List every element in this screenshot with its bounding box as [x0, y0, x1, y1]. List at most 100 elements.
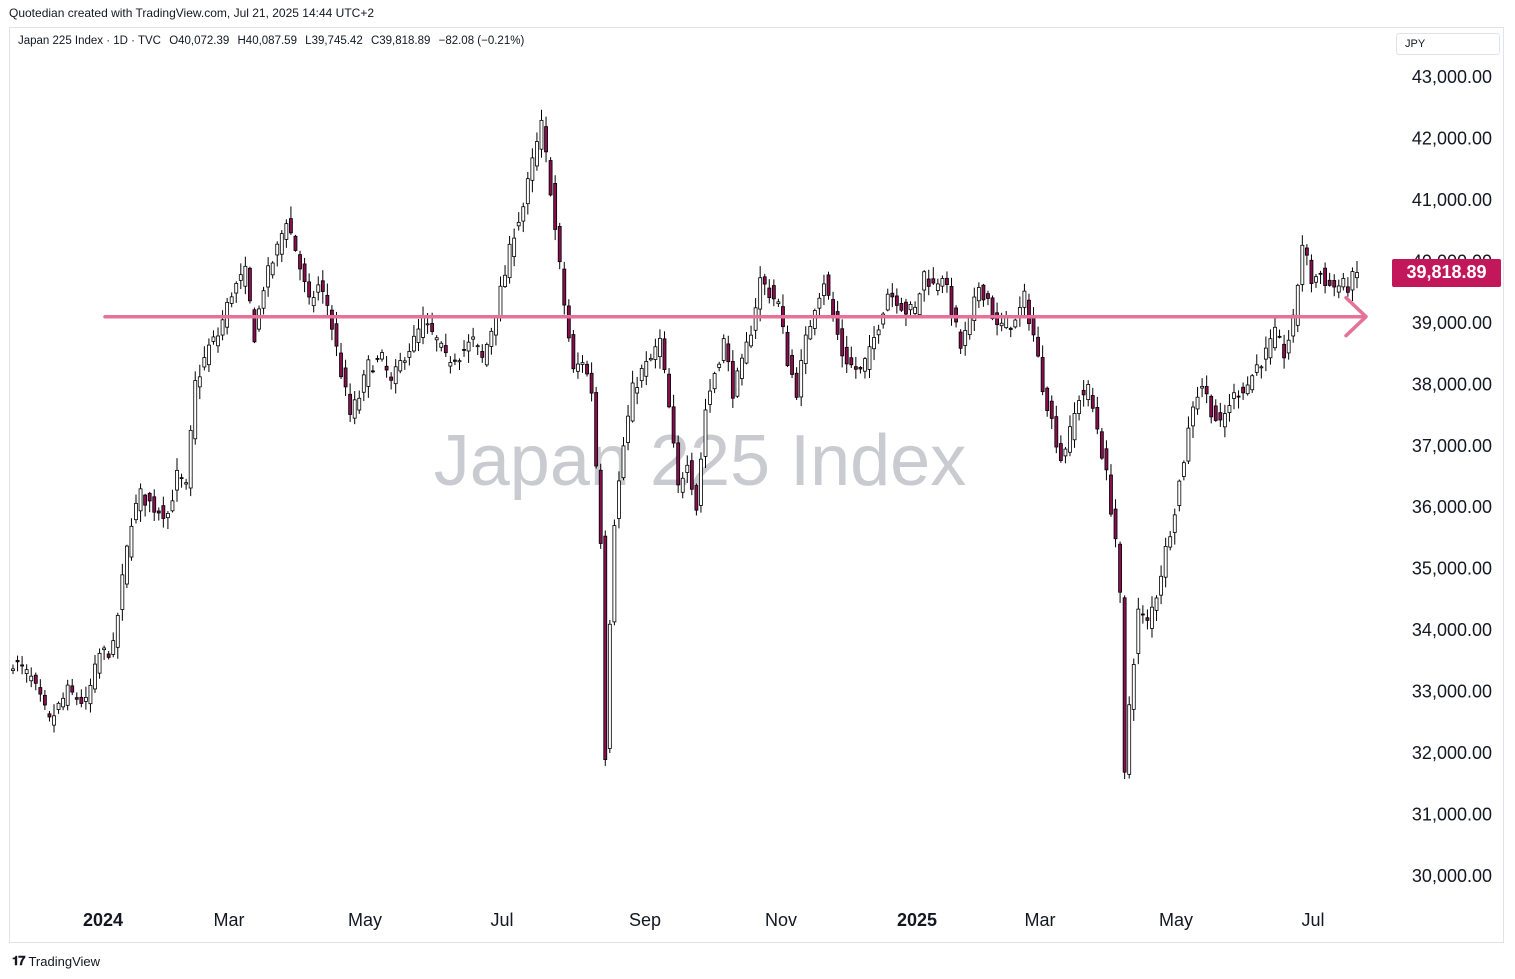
candle [134, 494, 138, 524]
y-tick-label: 35,000.00 [1412, 559, 1492, 579]
candle [1072, 402, 1077, 448]
candle [361, 369, 366, 402]
candle [1140, 605, 1145, 624]
candle [667, 368, 671, 409]
candle [320, 270, 325, 304]
tradingview-logo[interactable]: 𝟏𝟕 TradingView [12, 953, 100, 969]
candle [1068, 415, 1072, 457]
candle [106, 651, 111, 660]
candle [1113, 499, 1118, 548]
candle [598, 463, 603, 549]
candle [940, 275, 945, 294]
candlestick-series [11, 109, 1359, 779]
candle [931, 267, 936, 285]
candle [626, 405, 630, 451]
candle [1200, 378, 1204, 398]
candle [330, 305, 334, 341]
candle [1008, 326, 1013, 338]
candle [826, 271, 831, 300]
chart-caption: Quotedian created with TradingView.com, … [9, 6, 374, 20]
candle [289, 206, 293, 235]
tradingview-label: TradingView [28, 953, 101, 969]
candle [220, 310, 225, 341]
candle [416, 319, 421, 352]
candle [1222, 404, 1227, 438]
candle [1040, 345, 1045, 396]
candle [1336, 279, 1341, 299]
candle [1109, 464, 1113, 517]
legend-symbol[interactable]: Japan 225 Index · 1D · TVC [18, 35, 161, 47]
candle [1263, 336, 1268, 372]
candle [1154, 595, 1159, 622]
candle [822, 274, 826, 306]
candle [357, 390, 362, 414]
candle [484, 342, 489, 367]
candle [248, 266, 252, 304]
x-tick-label: Mar [214, 910, 245, 930]
candle [1013, 318, 1018, 329]
legend-high: H40,087.59 [237, 35, 297, 47]
x-tick-label: Mar [1025, 910, 1056, 930]
candle [393, 359, 398, 394]
candle [1131, 658, 1136, 721]
candle [156, 507, 161, 521]
y-tick-label: 42,000.00 [1412, 128, 1492, 148]
candle [949, 277, 954, 326]
candle [166, 510, 170, 530]
candle [781, 294, 785, 334]
y-tick-label: 37,000.00 [1412, 436, 1492, 456]
candle [699, 452, 703, 513]
candle [197, 364, 202, 400]
candle [234, 281, 239, 303]
candle [576, 352, 580, 379]
candle [74, 692, 79, 706]
candle [876, 324, 881, 344]
candle [1259, 364, 1264, 379]
candle [170, 489, 175, 513]
candle [1118, 541, 1122, 603]
candle [434, 335, 439, 352]
candle [926, 269, 931, 296]
last-price-label: 39,818.89 [1392, 258, 1501, 287]
candle [1286, 330, 1291, 360]
ray-arrow-icon [1344, 295, 1368, 338]
candle [1036, 326, 1040, 358]
candle [735, 367, 740, 398]
candle [1327, 272, 1332, 287]
x-tick-label: Jul [490, 910, 513, 930]
candle [703, 398, 708, 469]
candle [143, 493, 148, 517]
candle [316, 276, 321, 301]
candle [986, 290, 990, 306]
candle [1204, 375, 1209, 404]
ohlc-legend: Japan 225 Index · 1D · TVC O40,072.39 H4… [18, 35, 529, 47]
candle [516, 212, 521, 231]
candle [238, 263, 243, 290]
candle [1086, 380, 1091, 407]
candle [275, 241, 280, 267]
candle [890, 283, 895, 308]
candle [1172, 508, 1177, 545]
candle [97, 648, 102, 679]
candle [762, 273, 767, 296]
candle [229, 292, 234, 308]
candle [689, 452, 694, 496]
currency-selector[interactable]: JPY [1396, 33, 1500, 55]
candle [1241, 382, 1246, 400]
candle [644, 351, 649, 386]
candle [1236, 390, 1241, 409]
candle [407, 343, 412, 366]
candle [252, 307, 257, 344]
candle [24, 664, 29, 683]
time-axis[interactable]: 2024 Mar May Jul Sep Nov 2025 Mar May Jul [83, 910, 1325, 930]
candle [945, 271, 949, 293]
candle [972, 287, 977, 332]
candle [512, 228, 517, 267]
legend-open: O40,072.39 [169, 35, 230, 47]
candle [881, 311, 886, 329]
horizontal-ray[interactable] [103, 295, 1368, 338]
candle [443, 333, 448, 357]
y-tick-label: 43,000.00 [1412, 67, 1492, 87]
price-axis[interactable]: 30,000.00 31,000.00 32,000.00 33,000.00 34,0… [1412, 67, 1492, 886]
